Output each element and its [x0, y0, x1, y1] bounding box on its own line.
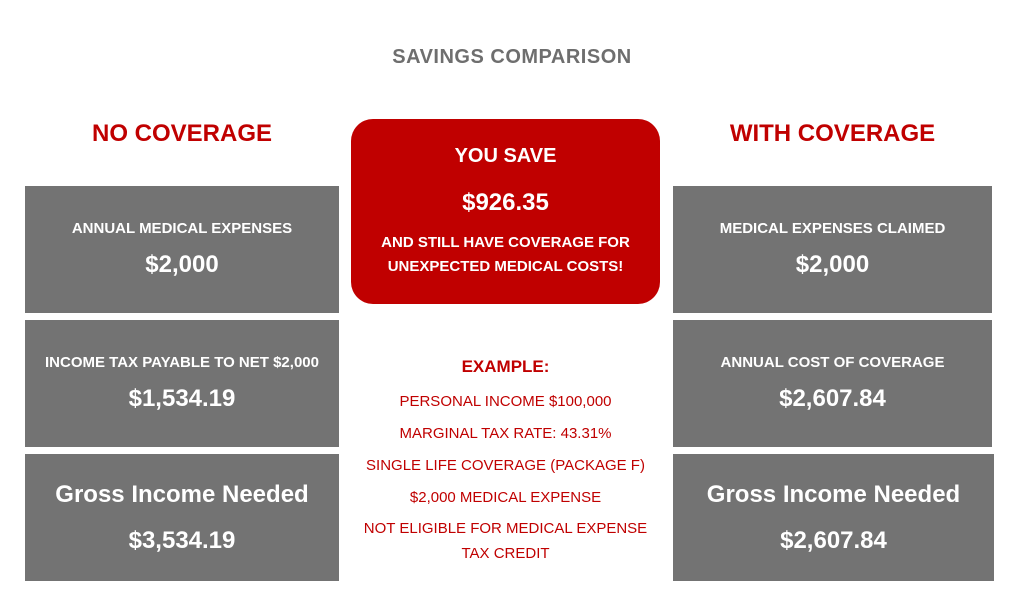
gross-income-with-coverage-card: Gross Income Needed $2,607.84: [673, 454, 994, 581]
gross-income-value: $3,534.19: [128, 526, 236, 554]
example-item: NOT ELIGIBLE FOR MEDICAL EXPENSE: [363, 520, 648, 537]
income-tax-value: $1,534.19: [128, 385, 236, 412]
medical-claimed-value: $2,000: [795, 251, 870, 278]
medical-claimed-label: MEDICAL EXPENSES CLAIMED: [719, 220, 946, 237]
annual-expenses-card: ANNUAL MEDICAL EXPENSES $2,000: [25, 186, 339, 313]
savings-callout: YOU SAVE $926.35 AND STILL HAVE COVERAGE…: [351, 119, 660, 304]
example-item: MARGINAL TAX RATE: 43.31%: [399, 425, 612, 442]
savings-note: AND STILL HAVE COVERAGE FOR UNEXPECTED M…: [351, 231, 660, 279]
income-tax-label: INCOME TAX PAYABLE TO NET $2,000: [45, 354, 319, 371]
no-coverage-heading: NO COVERAGE: [91, 120, 273, 147]
savings-note-line2: UNEXPECTED MEDICAL COSTS!: [387, 258, 624, 275]
savings-note-line1: AND STILL HAVE COVERAGE FOR: [381, 234, 630, 251]
example-item: $2,000 MEDICAL EXPENSE: [409, 489, 602, 506]
gross-income-no-coverage-card: Gross Income Needed $3,534.19: [25, 454, 339, 581]
coverage-cost-value: $2,607.84: [779, 385, 886, 412]
example-item: TAX CREDIT: [461, 545, 550, 562]
gross-income-value: $2,607.84: [780, 526, 887, 554]
example-item: PERSONAL INCOME $100,000: [399, 393, 612, 410]
example-title: EXAMPLE:: [461, 357, 550, 376]
coverage-cost-label: ANNUAL COST OF COVERAGE: [720, 354, 945, 371]
coverage-cost-card: ANNUAL COST OF COVERAGE $2,607.84: [673, 320, 992, 447]
savings-heading: YOU SAVE: [454, 145, 557, 167]
medical-claimed-card: MEDICAL EXPENSES CLAIMED $2,000: [673, 186, 992, 313]
savings-amount: $926.35: [462, 189, 549, 216]
annual-expenses-label: ANNUAL MEDICAL EXPENSES: [71, 220, 293, 237]
with-coverage-heading: WITH COVERAGE: [729, 120, 936, 147]
page-title: SAVINGS COMPARISON: [392, 46, 632, 68]
annual-expenses-value: $2,000: [145, 251, 219, 278]
gross-income-label: Gross Income Needed: [706, 480, 961, 508]
example-item: SINGLE LIFE COVERAGE (PACKAGE F): [366, 457, 645, 474]
gross-income-label: Gross Income Needed: [55, 480, 309, 508]
income-tax-card: INCOME TAX PAYABLE TO NET $2,000 $1,534.…: [25, 320, 339, 447]
